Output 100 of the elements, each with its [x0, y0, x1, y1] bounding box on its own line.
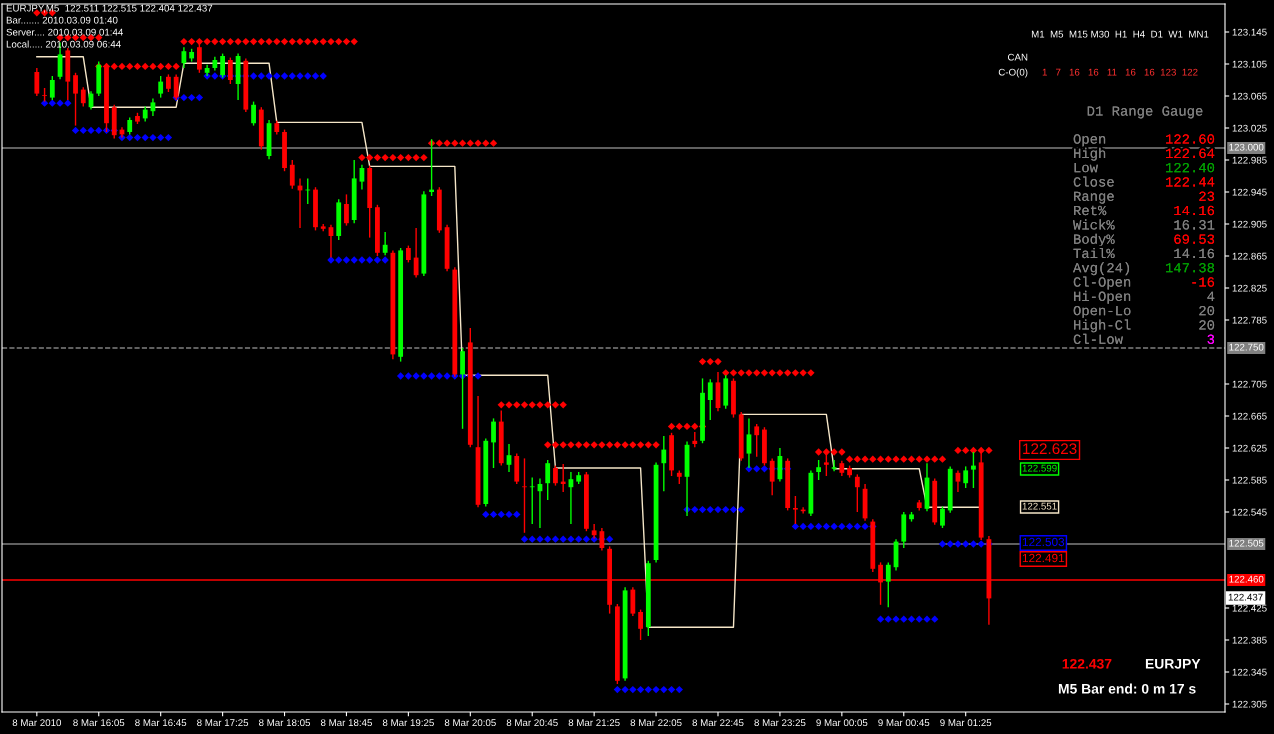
candlestick [545, 459, 551, 501]
text: 20 [1199, 320, 1215, 330]
y-tick-label: 122.985 [1232, 156, 1267, 164]
y-tick-label: 122.625 [1232, 444, 1267, 452]
text: M1 M5 M15 M30 H1 H4 D1 W1 MN1 [1031, 30, 1209, 38]
candlestick [963, 465, 969, 489]
text: 122.44 [1165, 177, 1215, 187]
y-tick-label: 122.705 [1232, 380, 1267, 388]
candlestick [591, 523, 597, 540]
x-tick-label: 8 Mar 2010 [12, 719, 62, 727]
ref-line-label: 122.750 [1229, 343, 1264, 351]
text: -16 [1192, 277, 1215, 287]
candlestick [854, 473, 860, 513]
x-tick-label: 8 Mar 22:45 [692, 719, 744, 727]
x-tick-label: 8 Mar 20:45 [506, 719, 558, 727]
x-tick-label: 8 Mar 22:05 [630, 719, 682, 727]
text: Ret% [1074, 205, 1107, 216]
candlestick [251, 100, 256, 127]
candlestick [413, 227, 419, 279]
candlestick [344, 193, 349, 227]
text: 122.599 [1022, 464, 1057, 472]
y-tick-label: 122.905 [1232, 220, 1267, 228]
text: EURJPY [1145, 659, 1201, 669]
candlestick [754, 423, 760, 458]
x-tick-label: 8 Mar 20:05 [444, 719, 496, 727]
text: High-Cl [1074, 319, 1131, 333]
text: CAN [1007, 53, 1028, 61]
text: Tail% [1073, 247, 1115, 259]
ref-line-label: 122.460 [1229, 575, 1264, 583]
x-tick-label: 8 Mar 17:25 [197, 719, 249, 727]
candlestick [940, 505, 945, 529]
text: 14.16 [1174, 205, 1215, 216]
candlestick [630, 586, 636, 617]
candlestick [661, 435, 667, 492]
y-tick-label: 122.665 [1232, 412, 1267, 420]
text: Cl-Low [1073, 333, 1123, 344]
text: 16.31 [1174, 220, 1215, 230]
text: Open [1073, 134, 1106, 147]
ref-line-label: 123.000 [1229, 143, 1264, 151]
y-tick-label: 122.585 [1232, 476, 1267, 484]
candlestick [382, 231, 388, 256]
x-tick-label: 9 Mar 00:05 [816, 719, 868, 727]
y-tick-label: 123.105 [1232, 60, 1267, 68]
candlestick [289, 159, 295, 190]
text: Body% [1074, 233, 1115, 247]
candlestick [816, 459, 822, 481]
candlestick [34, 67, 40, 97]
text: Range [1074, 191, 1114, 204]
text: Cl-Open [1073, 276, 1131, 290]
text: Low [1074, 163, 1098, 173]
candlestick [638, 608, 643, 641]
y-tick-label: 122.425 [1232, 604, 1267, 612]
y-tick-label: 122.345 [1232, 668, 1267, 676]
text: Close [1073, 176, 1114, 187]
y-tick-label: 122.305 [1232, 700, 1267, 708]
y-tick-label: 123.065 [1232, 92, 1267, 100]
text: 122.503 [1022, 537, 1065, 547]
text: D1 Range Gauge [1087, 106, 1203, 119]
text: C-O(0) [998, 68, 1028, 78]
x-tick-label: 9 Mar 01:25 [940, 719, 992, 727]
x-tick-label: 8 Mar 18:05 [259, 719, 311, 727]
text: Avg(24) [1073, 262, 1130, 276]
chart-title: EURJPY,M5 122.511 122.515 122.404 122.437 [6, 4, 213, 13]
text: High [1074, 147, 1106, 161]
y-tick-label: 122.785 [1232, 316, 1267, 324]
text: 14.16 [1174, 248, 1215, 259]
text: Open-Lo [1073, 305, 1131, 319]
x-tick-label: 8 Mar 16:45 [135, 719, 187, 727]
text: 3 [1207, 334, 1215, 344]
text: Wick% [1073, 219, 1115, 230]
x-tick-label: 8 Mar 23:25 [754, 719, 806, 727]
y-tick-label: 122.865 [1232, 252, 1267, 260]
text: 69.53 [1174, 234, 1215, 244]
text: 122.60 [1165, 134, 1215, 144]
candlestick [823, 451, 829, 477]
text: 122.623 [1023, 443, 1077, 455]
candlestick [529, 476, 535, 525]
candlestick [553, 464, 558, 487]
text: 4 [1207, 291, 1215, 301]
text: 122.40 [1165, 162, 1215, 173]
x-tick-label: 9 Mar 00:45 [878, 719, 930, 727]
annotation: Local..... 2010.03.09 06:44 [6, 40, 121, 48]
text: 122.551 [1022, 502, 1057, 510]
ref-line-label: 122.505 [1229, 539, 1264, 547]
candlestick [80, 86, 86, 108]
candlestick [158, 75, 164, 99]
annotation: Bar....... 2010.03.09 01:40 [6, 16, 118, 24]
candlestick [522, 457, 527, 534]
text: 122.437 [1228, 593, 1263, 601]
text: 23 [1199, 191, 1215, 201]
text: 20 [1199, 305, 1215, 316]
y-tick-label: 122.825 [1232, 284, 1267, 292]
text: 147.38 [1165, 263, 1215, 273]
text: M5 Bar end: 0 m 17 s [1058, 683, 1196, 694]
x-tick-label: 8 Mar 18:45 [320, 719, 372, 727]
x-tick-label: 8 Mar 16:05 [73, 719, 125, 727]
y-tick-label: 122.545 [1232, 508, 1267, 516]
candlestick [831, 459, 837, 472]
candlestick [73, 72, 78, 127]
text: Hi-Open [1074, 290, 1131, 304]
